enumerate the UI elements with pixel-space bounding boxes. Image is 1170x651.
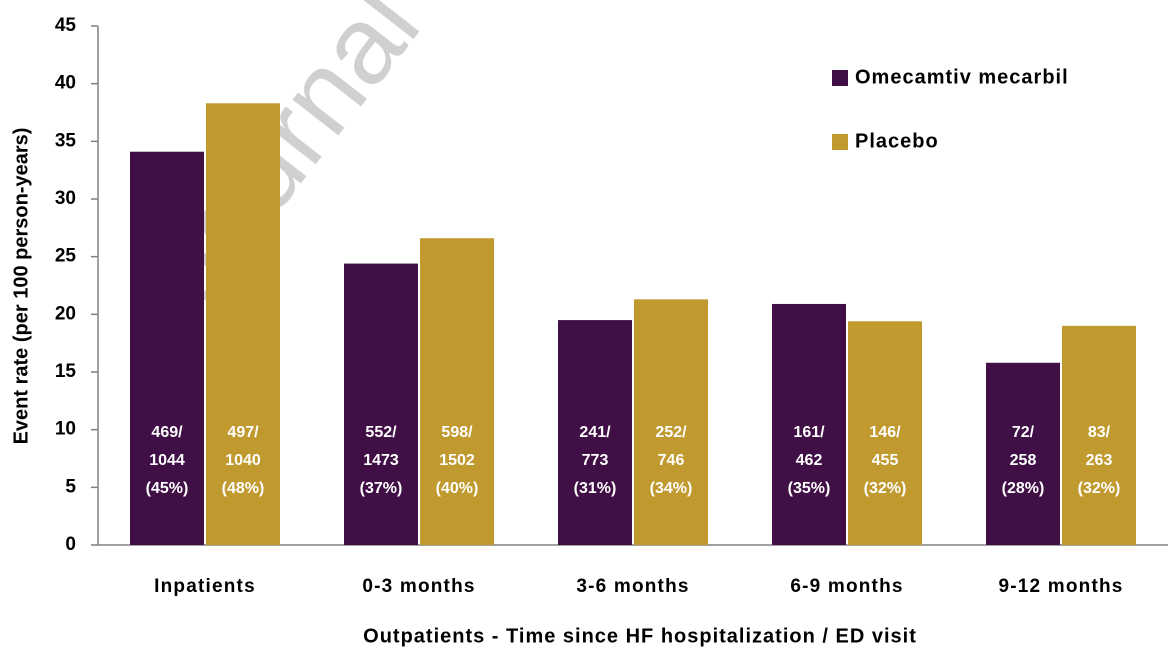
- y-tick-label: 35: [55, 130, 77, 151]
- bar-label: 252/: [655, 424, 687, 441]
- legend-swatch: [832, 70, 848, 86]
- bar-label: (31%): [574, 480, 617, 497]
- legend-swatch: [832, 134, 848, 150]
- bar: [634, 299, 708, 545]
- bar-label: 83/: [1088, 424, 1111, 441]
- y-tick-label: 0: [65, 534, 76, 555]
- y-tick-label: 10: [55, 419, 76, 440]
- bar-label: 1502: [439, 452, 475, 469]
- x-tick-label: 9-12 months: [998, 576, 1123, 597]
- bar: [772, 303, 846, 545]
- bar-label: 773: [582, 452, 609, 469]
- bar-label: (28%): [1002, 480, 1045, 497]
- bar-label: (32%): [864, 480, 907, 497]
- bar: [558, 320, 632, 545]
- y-tick-label: 25: [55, 246, 77, 267]
- bar-label: 263: [1086, 452, 1113, 469]
- x-tick-label: 0-3 months: [362, 576, 475, 597]
- bar-label: 462: [796, 452, 823, 469]
- bar-label: 598/: [441, 424, 473, 441]
- bar-label: 455: [872, 452, 899, 469]
- bar-label: 72/: [1012, 424, 1035, 441]
- y-tick-label: 15: [55, 361, 77, 382]
- y-tick-label: 20: [55, 303, 76, 324]
- y-tick-label: 5: [65, 476, 76, 497]
- bar-label: (48%): [222, 480, 265, 497]
- bar-label: (35%): [788, 480, 831, 497]
- y-axis-title: Event rate (per 100 person-years): [10, 128, 32, 445]
- x-tick-label: Inpatients: [154, 576, 256, 597]
- bar: [130, 151, 204, 546]
- bar-label: (34%): [650, 480, 693, 497]
- bar: [420, 238, 494, 546]
- bar-label: (40%): [436, 480, 479, 497]
- bar-label: 146/: [869, 424, 901, 441]
- bar-label: 1473: [363, 452, 399, 469]
- legend-label: Placebo: [855, 130, 939, 152]
- legend-label: Omecamtiv mecarbil: [855, 66, 1069, 88]
- bar: [986, 362, 1060, 545]
- bar-label: 161/: [793, 424, 825, 441]
- y-tick-label: 45: [55, 15, 77, 36]
- bar-label: 1040: [225, 452, 261, 469]
- bar-label: 746: [658, 452, 685, 469]
- bar-label: 241/: [579, 424, 611, 441]
- x-tick-label: 3-6 months: [576, 576, 689, 597]
- bar: [848, 321, 922, 545]
- y-tick-label: 30: [55, 188, 76, 209]
- bar-label: (32%): [1078, 480, 1121, 497]
- bar-label: (37%): [360, 480, 403, 497]
- bar-label: 258: [1010, 452, 1037, 469]
- bar: [344, 263, 418, 545]
- bar: [206, 103, 280, 546]
- bar-label: 497/: [227, 424, 259, 441]
- x-tick-label: 6-9 months: [790, 576, 903, 597]
- x-axis-title: Outpatients - Time since HF hospitalizat…: [363, 625, 917, 647]
- bar-label: (45%): [146, 480, 189, 497]
- bar-label: 1044: [149, 452, 185, 469]
- y-tick-label: 40: [55, 73, 76, 94]
- bar: [1062, 325, 1136, 545]
- bar-label: 469/: [151, 424, 183, 441]
- bar-label: 552/: [365, 424, 397, 441]
